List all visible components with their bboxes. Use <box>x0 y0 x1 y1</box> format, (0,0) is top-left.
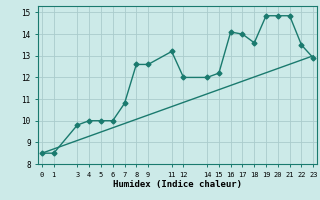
X-axis label: Humidex (Indice chaleur): Humidex (Indice chaleur) <box>113 180 242 189</box>
